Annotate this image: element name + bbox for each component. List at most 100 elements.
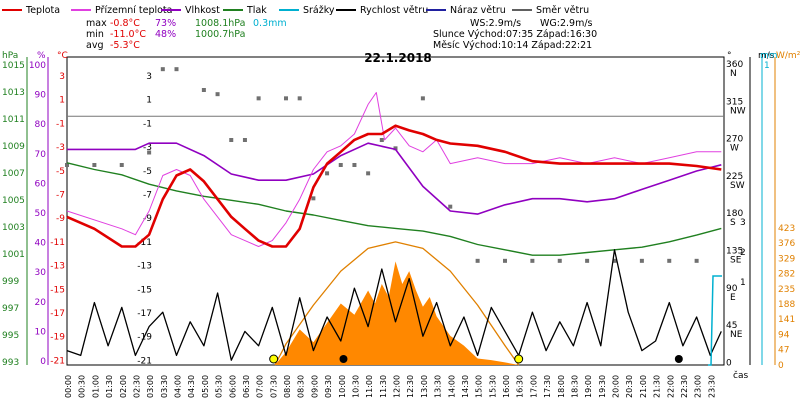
x-tick: 19:30 xyxy=(598,375,607,398)
x-tick: 09:30 xyxy=(324,375,333,398)
wind-direction-point xyxy=(297,96,302,101)
wind-direction-point xyxy=(530,258,535,263)
dir-tick: 0 xyxy=(726,358,732,368)
wind-direction-point xyxy=(311,196,316,201)
dir-tick-label: W xyxy=(730,144,739,154)
hpa-tick: 999 xyxy=(2,277,19,287)
temp-mid-tick: 3 xyxy=(146,72,152,82)
temp-tick: -1 xyxy=(56,119,65,129)
legend-label-5: Rychlost větru xyxy=(360,5,428,16)
dir-tick: 45 xyxy=(726,321,737,331)
temp-mid-tick: -11 xyxy=(137,238,152,248)
x-tick: 07:00 xyxy=(256,375,265,398)
solar-tick: 376 xyxy=(778,239,795,249)
x-tick: 00:30 xyxy=(78,375,87,398)
x-tick: 20:00 xyxy=(612,375,621,398)
dir-tick-label: N xyxy=(730,69,737,79)
wind-direction-point xyxy=(174,67,179,72)
temp-mid-tick: -21 xyxy=(137,356,152,366)
pressure-line xyxy=(66,162,722,256)
solar-tick: 141 xyxy=(778,315,795,325)
stat-avg-label: avg xyxy=(86,40,103,51)
wind-direction-point xyxy=(338,163,343,167)
hpa-tick: 1013 xyxy=(2,88,25,98)
solar-tick: 423 xyxy=(778,224,795,234)
wind-direction-point xyxy=(667,258,672,263)
solar-tick: 235 xyxy=(778,285,795,295)
mm-tick: 1 xyxy=(764,61,770,71)
temp-mid-tick: -5 xyxy=(143,167,152,177)
x-tick: 02:00 xyxy=(119,375,128,398)
temp-mid-tick: -13 xyxy=(137,262,152,272)
ms-tick: 3 xyxy=(740,218,746,228)
wind-direction-point xyxy=(393,146,398,151)
hpa-tick: 1011 xyxy=(2,115,25,125)
temp-mid-tick: -7 xyxy=(143,191,152,201)
humidity-line xyxy=(67,142,722,215)
dir-tick: 360 xyxy=(726,60,743,70)
info-sun: Slunce Východ:07:35 Západ:16:30 xyxy=(433,29,597,40)
solar-tick: 94 xyxy=(778,330,790,340)
hpa-tick: 993 xyxy=(2,358,19,368)
x-tick: 03:30 xyxy=(160,375,169,398)
legend-label-3: Tlak xyxy=(246,5,267,16)
wind-direction-point xyxy=(92,163,97,167)
rain-line xyxy=(708,275,722,366)
pct-tick: 40 xyxy=(35,239,47,249)
stat-min-hum: 48% xyxy=(155,29,176,40)
x-tick: 18:00 xyxy=(557,375,566,398)
temperature-line xyxy=(66,124,722,248)
x-tick: 12:00 xyxy=(393,375,402,398)
hpa-tick: 995 xyxy=(2,331,19,341)
dir-tick-label: SE xyxy=(730,256,742,266)
x-tick: 15:30 xyxy=(488,375,497,398)
solar-tick: 188 xyxy=(778,300,795,310)
x-tick: 21:30 xyxy=(653,375,662,398)
solar-tick: 329 xyxy=(778,254,795,264)
wind-direction-point xyxy=(65,163,69,167)
dir-tick-label: NE xyxy=(730,330,743,340)
dir-tick: 270 xyxy=(726,135,743,145)
pct-tick: 10 xyxy=(35,327,47,337)
hpa-tick: 1007 xyxy=(2,169,25,179)
pct-tick: 20 xyxy=(35,298,47,308)
x-tick: 21:00 xyxy=(639,375,648,398)
hpa-tick: 1015 xyxy=(2,61,25,71)
info-ws: WS:2.9m/s xyxy=(470,18,521,29)
dir-tick-label: NW xyxy=(730,106,746,116)
wind-direction-point xyxy=(147,150,152,155)
deg-unit: ° xyxy=(727,51,732,61)
dir-tick: 90 xyxy=(726,284,738,294)
x-tick: 02:30 xyxy=(132,375,141,398)
wind-direction-point xyxy=(215,92,220,97)
dir-tick-label: S xyxy=(730,218,736,228)
x-tick: 23:30 xyxy=(707,375,716,398)
ms-unit: m/s xyxy=(758,51,775,61)
temp-tick: -21 xyxy=(50,356,65,366)
legend-label-0: Teplota xyxy=(25,5,60,16)
wind-direction-point xyxy=(585,258,590,263)
sun-marker xyxy=(269,354,279,364)
pct-tick: 50 xyxy=(35,209,47,219)
x-tick: 11:00 xyxy=(365,375,374,398)
legend-label-2: Vlhkost xyxy=(185,5,220,16)
x-tick: 00:00 xyxy=(64,375,73,398)
x-tick: 18:30 xyxy=(570,375,579,398)
hpa-tick: 997 xyxy=(2,304,19,314)
wind-direction-point xyxy=(119,163,124,167)
x-tick: 04:30 xyxy=(187,375,196,398)
x-tick: 16:30 xyxy=(516,375,525,398)
time-unit: čas xyxy=(733,370,748,381)
x-tick: 06:00 xyxy=(228,375,237,398)
solar-tick: 47 xyxy=(778,346,789,356)
wind-direction-point xyxy=(694,258,699,263)
x-tick: 20:30 xyxy=(625,375,634,398)
hpa-tick: 1003 xyxy=(2,223,25,233)
wind-direction-point xyxy=(366,171,371,176)
temp-tick: -11 xyxy=(50,238,65,248)
ms-tick: 2 xyxy=(740,248,746,258)
temp-tick: -13 xyxy=(50,262,65,272)
stat-min-temp: -11.0°C xyxy=(110,29,146,40)
temp-mid-tick: -1 xyxy=(143,119,152,129)
